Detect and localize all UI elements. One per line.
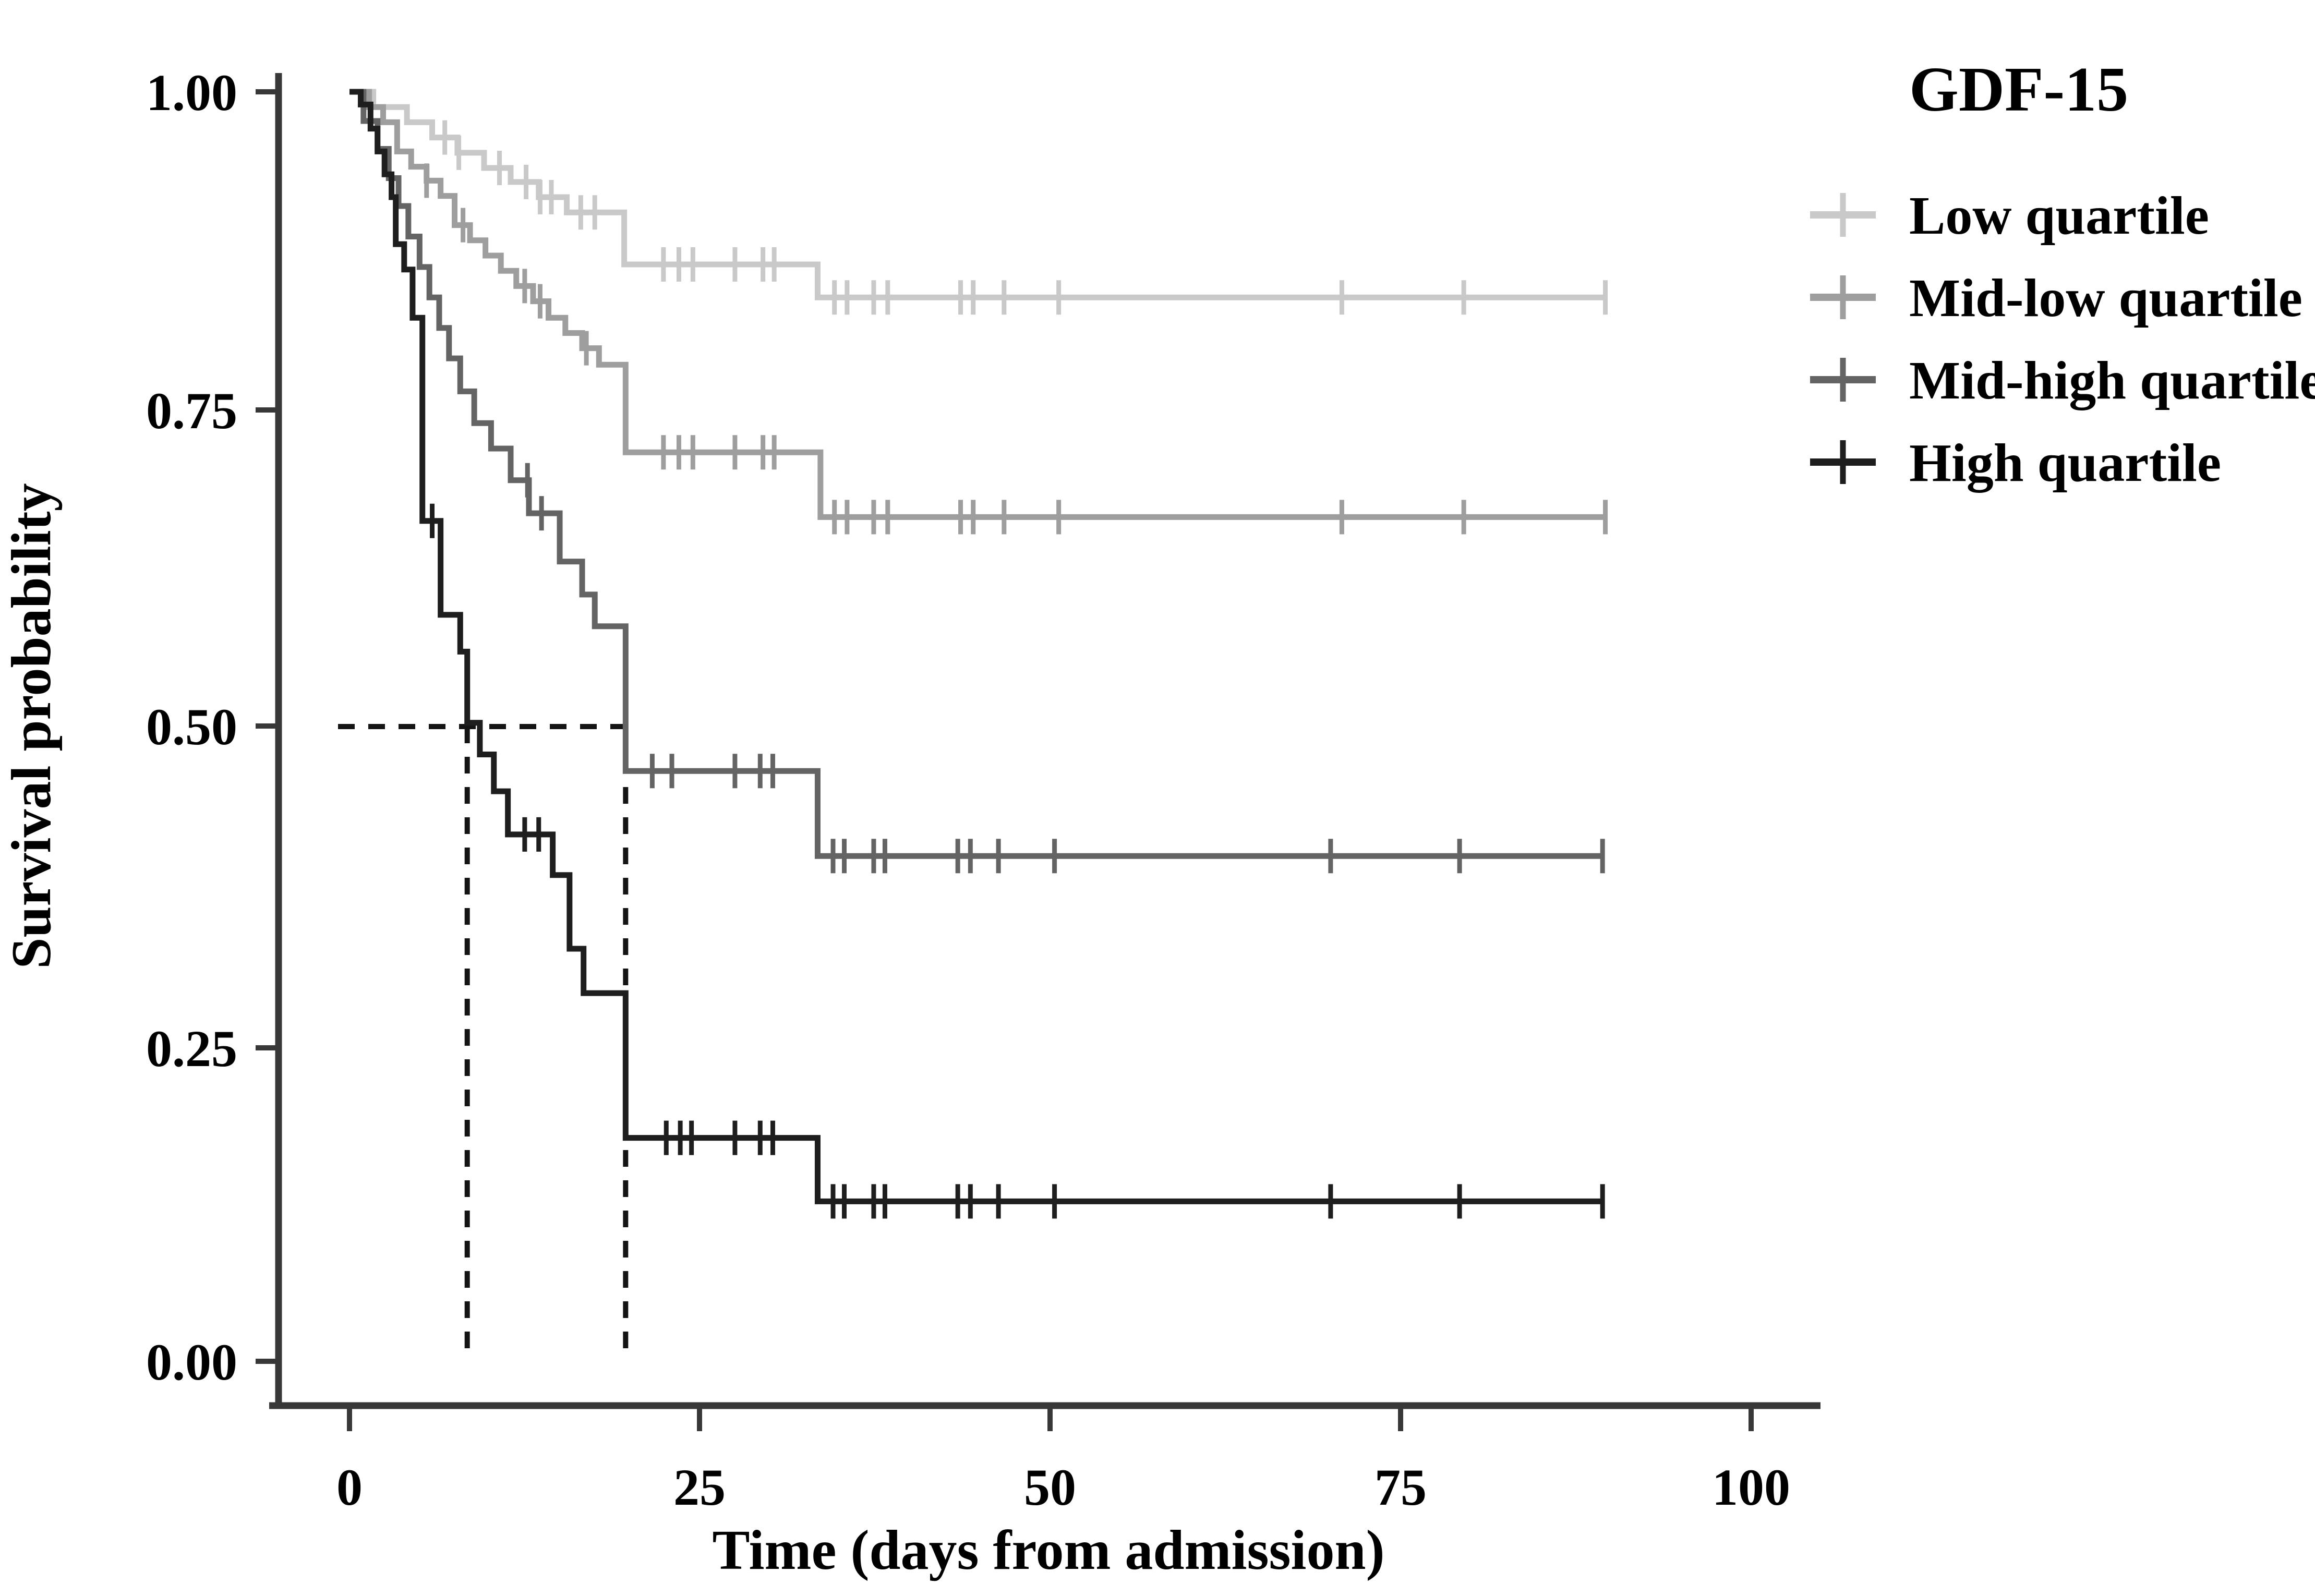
y-axis-title: Survival probability <box>1 483 63 969</box>
y-tick-label-1.00: 1.00 <box>146 64 237 122</box>
legend-item: Low quartile <box>1810 186 2209 246</box>
y-tick-label-0.25: 0.25 <box>146 1020 237 1078</box>
x-tick-label-100: 100 <box>1712 1458 1790 1516</box>
curves-group <box>349 89 1608 1219</box>
x-ticks <box>347 1406 1754 1431</box>
y-ticks <box>256 89 279 1364</box>
legend-item: Mid-high quartile <box>1810 350 2315 410</box>
x-tick-label-0: 0 <box>336 1458 363 1516</box>
legend-title: GDF-15 <box>1909 54 2128 125</box>
x-axis-title: Time (days from admission) <box>712 1519 1384 1581</box>
survival-curve-3 <box>349 89 1603 1204</box>
legend-item: High quartile <box>1810 433 2221 493</box>
y-tick-label-0.00: 0.00 <box>146 1333 237 1391</box>
y-tick-label-0.50: 0.50 <box>146 698 237 756</box>
survival-curve-1 <box>349 89 1606 520</box>
legend-item-label: Mid-low quartile <box>1909 268 2302 328</box>
survival-curve-2 <box>349 89 1603 859</box>
x-tick-label-75: 75 <box>1374 1458 1427 1516</box>
legend-item-label: High quartile <box>1909 433 2221 493</box>
legend-item-label: Low quartile <box>1909 186 2209 246</box>
x-tick-label-25: 25 <box>673 1458 726 1516</box>
legend-item-label: Mid-high quartile <box>1909 350 2315 410</box>
legend-item: Mid-low quartile <box>1810 268 2302 328</box>
y-tick-label-0.75: 0.75 <box>146 382 237 440</box>
median-guides <box>338 724 629 1361</box>
legend: GDF-15 Low quartile Mid-low quartile Mid… <box>1810 54 2315 493</box>
x-tick-label-50: 50 <box>1024 1458 1076 1516</box>
